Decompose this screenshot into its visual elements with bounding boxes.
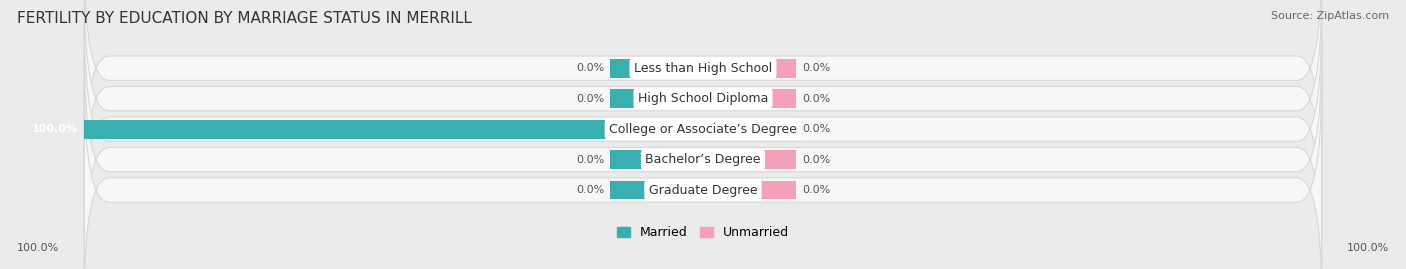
Text: High School Diploma: High School Diploma [638, 92, 768, 105]
Bar [610, 59, 703, 78]
Text: Less than High School: Less than High School [634, 62, 772, 75]
Text: 0.0%: 0.0% [576, 63, 605, 73]
FancyBboxPatch shape [84, 0, 1322, 178]
Text: Source: ZipAtlas.com: Source: ZipAtlas.com [1271, 11, 1389, 21]
Bar [610, 180, 703, 200]
FancyBboxPatch shape [84, 50, 1322, 269]
Text: 0.0%: 0.0% [801, 124, 830, 134]
Text: 0.0%: 0.0% [801, 155, 830, 165]
Bar [703, 150, 796, 169]
Bar [84, 120, 703, 139]
Text: College or Associate’s Degree: College or Associate’s Degree [609, 123, 797, 136]
FancyBboxPatch shape [84, 19, 1322, 239]
Text: 0.0%: 0.0% [576, 94, 605, 104]
Bar [703, 180, 796, 200]
Text: 100.0%: 100.0% [17, 243, 59, 253]
FancyBboxPatch shape [84, 0, 1322, 208]
Text: FERTILITY BY EDUCATION BY MARRIAGE STATUS IN MERRILL: FERTILITY BY EDUCATION BY MARRIAGE STATU… [17, 11, 472, 26]
Text: Graduate Degree: Graduate Degree [648, 183, 758, 197]
FancyBboxPatch shape [84, 80, 1322, 269]
Bar [610, 89, 703, 108]
Text: 100.0%: 100.0% [1347, 243, 1389, 253]
Text: 0.0%: 0.0% [801, 94, 830, 104]
Bar [703, 59, 796, 78]
Bar [703, 89, 796, 108]
Text: 0.0%: 0.0% [801, 63, 830, 73]
Text: 100.0%: 100.0% [32, 124, 79, 134]
Legend: Married, Unmarried: Married, Unmarried [617, 226, 789, 239]
Text: 0.0%: 0.0% [576, 185, 605, 195]
Bar [610, 150, 703, 169]
Text: 0.0%: 0.0% [801, 185, 830, 195]
Text: Bachelor’s Degree: Bachelor’s Degree [645, 153, 761, 166]
Bar [703, 120, 796, 139]
Text: 0.0%: 0.0% [576, 155, 605, 165]
